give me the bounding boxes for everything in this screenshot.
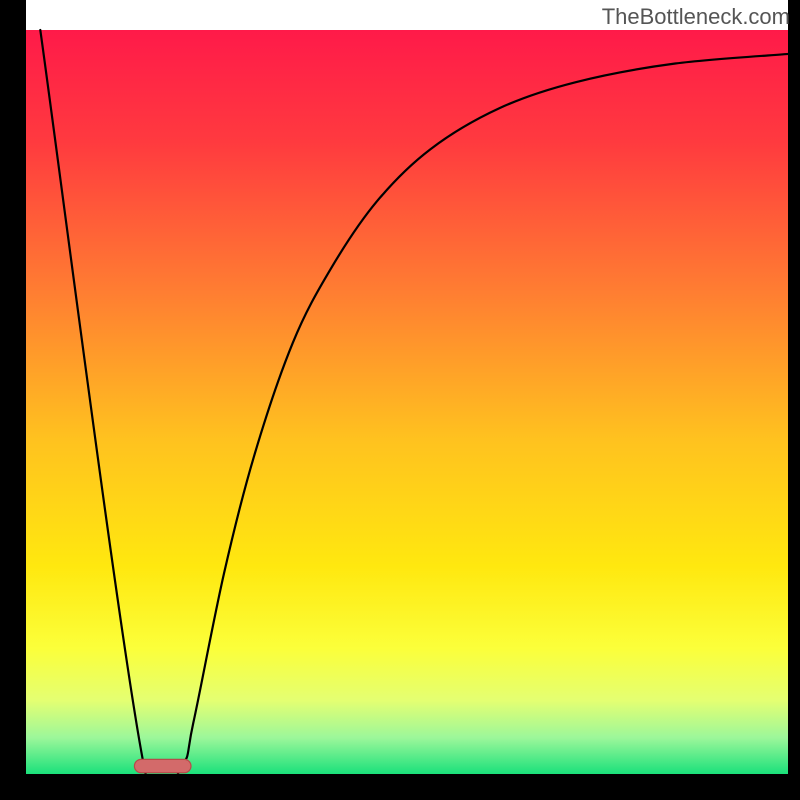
optimal-marker [134,759,191,772]
axis-left [0,0,25,800]
axis-right [790,0,800,800]
plot-background [25,30,790,775]
axis-bottom [0,775,800,800]
chart-container: TheBottleneck.com [0,0,800,800]
bottleneck-chart [0,0,800,800]
watermark-label: TheBottleneck.com [602,4,790,30]
